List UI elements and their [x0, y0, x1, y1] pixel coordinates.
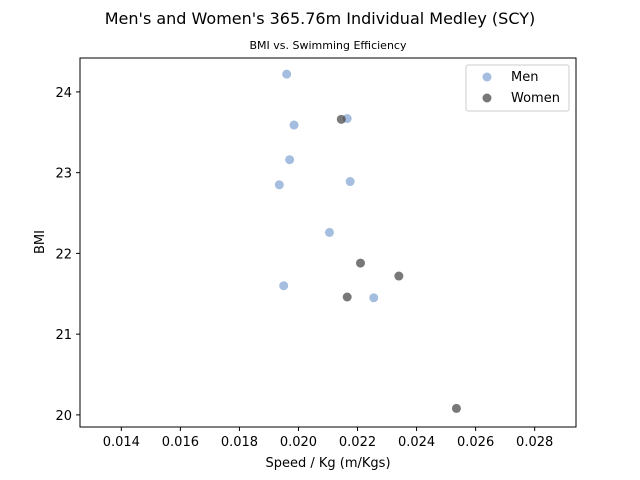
data-point-women-1 — [355, 258, 365, 268]
data-point-men-7 — [279, 281, 289, 291]
x-tick-label: 0.018 — [221, 435, 258, 450]
y-tick-label: 21 — [55, 328, 72, 343]
legend-label-women: Women — [511, 91, 560, 106]
y-tick-label: 23 — [55, 167, 72, 182]
x-axis-label: Speed / Kg (m/Kgs) — [265, 456, 390, 471]
plot-frame — [79, 57, 577, 428]
data-point-men-8 — [369, 293, 379, 303]
data-point-men-0 — [282, 69, 292, 79]
points-layer — [274, 69, 461, 413]
data-point-women-0 — [336, 114, 346, 124]
data-point-men-5 — [345, 177, 355, 187]
x-tick-label: 0.014 — [103, 435, 140, 450]
y-axis-label: BMI — [33, 230, 48, 254]
x-tick-label: 0.016 — [162, 435, 199, 450]
x-tick-label: 0.022 — [339, 435, 376, 450]
legend: Men Women — [465, 64, 570, 112]
y-tick-label: 22 — [55, 247, 72, 262]
x-tick-label: 0.020 — [280, 435, 317, 450]
data-point-women-2 — [394, 271, 404, 281]
data-point-women-3 — [342, 292, 352, 302]
data-point-men-2 — [289, 120, 299, 130]
x-tick-label: 0.026 — [457, 435, 494, 450]
legend-box — [465, 64, 570, 112]
legend-label-men: Men — [511, 70, 538, 85]
data-point-men-4 — [274, 180, 284, 190]
chart-title: Men's and Women's 365.76m Individual Med… — [105, 9, 535, 28]
legend-marker-women — [482, 93, 492, 103]
data-point-women-4 — [451, 403, 461, 413]
x-axis-ticks: 0.014 0.016 0.018 0.020 0.022 0.024 0.026 0.028 — [103, 427, 553, 450]
data-point-men-3 — [285, 155, 295, 165]
y-tick-label: 24 — [55, 86, 72, 101]
y-tick-label: 20 — [55, 409, 72, 424]
chart-subtitle: BMI vs. Swimming Efficiency — [250, 39, 407, 52]
x-tick-label: 0.028 — [516, 435, 553, 450]
y-axis-ticks: 20 21 22 23 24 — [55, 86, 80, 424]
plot-area — [80, 58, 576, 427]
data-point-men-6 — [324, 227, 334, 237]
x-tick-label: 0.024 — [398, 435, 435, 450]
legend-marker-men — [482, 72, 492, 82]
